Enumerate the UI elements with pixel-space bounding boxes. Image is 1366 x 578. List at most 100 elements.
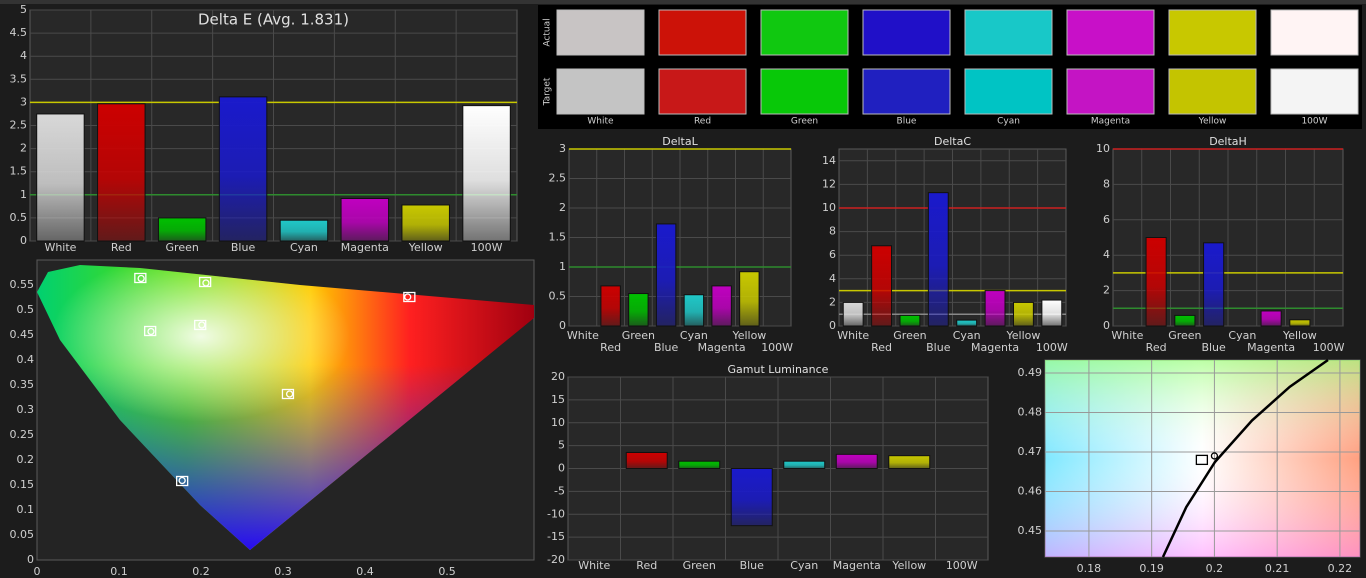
x-tick-label: White <box>1111 329 1143 342</box>
color-swatch <box>862 9 951 56</box>
y-tick-label: 2.5 <box>549 172 567 185</box>
y-tick-label: 8 <box>829 225 836 238</box>
bar <box>655 223 677 327</box>
x-tick-label: Red <box>636 559 657 572</box>
x-tick-label: Yellow <box>731 329 766 342</box>
bar <box>401 204 450 242</box>
color-swatch <box>1168 68 1257 115</box>
x-tick-label: Cyan <box>953 329 981 342</box>
x-tick-label: White <box>567 329 599 342</box>
y-tick-label: 10 <box>1096 142 1110 155</box>
swatch-label: Cyan <box>997 117 1020 127</box>
y-tick-label: 2 <box>829 295 836 308</box>
x-tick-label: Red <box>111 241 132 254</box>
y-tick-label: 0.1 <box>17 503 35 516</box>
y-tick-label: 2.5 <box>10 119 28 132</box>
chart-title: DeltaL <box>662 135 698 148</box>
x-tick-label: Cyan <box>680 329 708 342</box>
x-tick-label: Cyan <box>290 241 318 254</box>
y-tick-label: 0.5 <box>17 303 35 316</box>
y-tick-label: 4 <box>1103 248 1110 261</box>
bar <box>1289 319 1311 327</box>
toolbar-strip <box>0 0 1366 4</box>
bar <box>1260 310 1282 327</box>
x-tick-label: Green <box>622 329 655 342</box>
y-tick-label: 0 <box>829 319 836 332</box>
x-tick-label: Red <box>1146 341 1167 354</box>
color-swatch <box>760 9 849 56</box>
bar <box>1041 299 1063 327</box>
y-tick-label: -10 <box>547 507 565 520</box>
y-tick-label: 0.5 <box>10 211 28 224</box>
bar <box>899 314 921 327</box>
y-tick-label: 6 <box>1103 213 1110 226</box>
bar <box>1013 301 1034 327</box>
y-tick-label: -5 <box>554 484 565 497</box>
y-tick-label: -15 <box>547 530 565 543</box>
x-tick-label: 100W <box>471 241 503 254</box>
bar <box>683 294 705 327</box>
bar <box>783 460 826 469</box>
x-tick-label: White <box>578 559 610 572</box>
target-point <box>194 319 207 331</box>
x-tick-label: Green <box>1168 329 1201 342</box>
bar <box>730 468 773 527</box>
x-tick-label: Blue <box>926 341 951 354</box>
target-point <box>1195 454 1209 466</box>
row-label: Target <box>543 77 553 106</box>
target-point <box>176 475 189 487</box>
x-tick-label: 0.2 <box>192 565 210 578</box>
y-tick-label: 1 <box>559 260 566 273</box>
y-tick-label: 1.5 <box>549 231 567 244</box>
x-tick-label: Blue <box>1201 341 1226 354</box>
measured-point <box>147 327 155 336</box>
color-swatch <box>556 68 645 115</box>
y-tick-label: 0.05 <box>10 528 35 541</box>
y-tick-label: 0 <box>559 319 566 332</box>
color-swatch <box>862 68 951 115</box>
color-swatch <box>1168 9 1257 56</box>
measured-point <box>202 279 210 287</box>
color-swatch <box>1270 9 1359 56</box>
x-tick-label: 100W <box>1036 341 1068 354</box>
target-point <box>134 272 147 284</box>
y-tick-label: 0.45 <box>10 328 35 341</box>
measured-point <box>404 293 412 301</box>
y-tick-label: 0.3 <box>17 403 35 416</box>
y-tick-label: 5 <box>558 439 565 452</box>
x-tick-label: Red <box>871 341 892 354</box>
bar <box>678 460 721 469</box>
y-tick-label: -20 <box>547 553 565 566</box>
x-tick-label: 100W <box>946 559 978 572</box>
swatch-label: 100W <box>1301 117 1327 127</box>
y-tick-label: 3 <box>559 142 566 155</box>
bar <box>628 293 649 327</box>
x-tick-label: White <box>837 329 869 342</box>
bar <box>927 192 949 327</box>
measured-point <box>285 390 294 398</box>
x-tick-label: Yellow <box>1006 329 1041 342</box>
x-tick-label: 0.22 <box>1328 562 1353 575</box>
x-tick-label: Magenta <box>698 341 746 354</box>
bar <box>97 103 146 242</box>
bar <box>871 245 892 327</box>
x-tick-label: Blue <box>654 341 679 354</box>
bar <box>1145 237 1167 327</box>
x-tick-label: Cyan <box>790 559 818 572</box>
x-tick-label: 0.19 <box>1139 562 1164 575</box>
x-tick-label: Magenta <box>971 341 1019 354</box>
y-tick-label: 0.5 <box>549 290 567 303</box>
y-tick-label: 1.5 <box>10 165 28 178</box>
swatch-label: White <box>587 117 614 127</box>
color-swatch <box>1066 9 1155 56</box>
x-tick-label: Magenta <box>833 559 881 572</box>
bar <box>340 197 390 242</box>
row-label: Actual <box>543 18 553 46</box>
x-tick-label: Green <box>683 559 716 572</box>
y-tick-label: 4.5 <box>10 26 28 39</box>
color-swatch <box>964 68 1053 115</box>
x-tick-label: 0.2 <box>1206 562 1224 575</box>
swatch-label: Yellow <box>1198 117 1227 127</box>
